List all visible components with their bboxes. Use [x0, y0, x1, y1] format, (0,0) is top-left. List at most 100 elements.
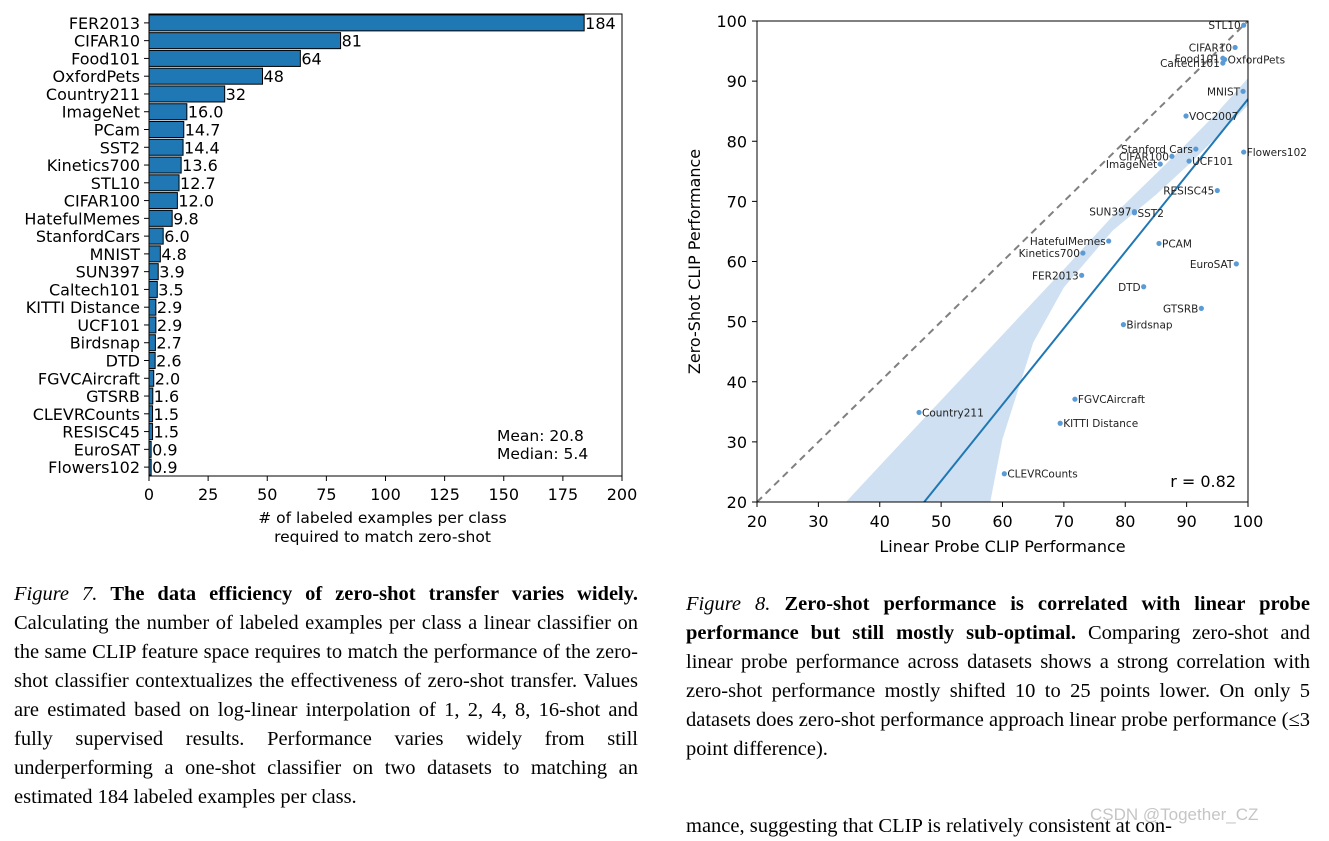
bar-value-label: 1.5	[154, 423, 179, 442]
scatter-point	[1156, 240, 1162, 247]
bar	[148, 280, 158, 298]
scatter-point	[1183, 113, 1189, 119]
point-label: OxfordPets	[1228, 54, 1285, 66]
point-label: SUN397	[1089, 207, 1131, 219]
point-label: FGVCAircraft	[1078, 394, 1145, 406]
figure-8-label: Figure 8.	[686, 593, 771, 615]
bar-value-label: 2.0	[155, 369, 180, 388]
bar	[148, 263, 159, 281]
bar	[148, 103, 188, 121]
point-label: Kinetics700	[1019, 248, 1080, 260]
category-label: MNIST	[90, 245, 141, 264]
bar	[148, 369, 155, 387]
bar-value-label: 2.9	[157, 298, 182, 317]
bar-value-label: 0.9	[152, 458, 177, 477]
watermark: CSDN @Together_CZ	[1090, 805, 1259, 824]
figure-7-body: Calculating the number of labeled exampl…	[14, 612, 638, 808]
confidence-band	[845, 78, 1248, 502]
point-label: Flowers102	[1247, 147, 1307, 159]
point-label: HatefulMemes	[1030, 236, 1106, 248]
y-tick-label: 60	[727, 253, 747, 272]
bar-value-label: 4.8	[161, 245, 186, 264]
y-tick-label: 50	[727, 313, 747, 332]
scatter-point	[1131, 210, 1138, 216]
scatter-point	[1233, 261, 1239, 267]
bar-value-label: 1.5	[154, 405, 179, 424]
scatter-point	[1169, 153, 1175, 159]
point-label: CIFAR10	[1189, 42, 1232, 54]
bar-value-label: 2.6	[156, 352, 181, 371]
x-axis-label-line2: required to match zero-shot	[274, 528, 491, 546]
bar	[148, 32, 342, 50]
scatter-point	[1120, 322, 1127, 328]
scatter-point	[1232, 44, 1238, 51]
bar	[148, 387, 154, 405]
category-label: StanfordCars	[36, 227, 140, 246]
category-label: STL10	[91, 174, 140, 193]
point-label: KITTI Distance	[1063, 418, 1138, 430]
bar-value-label: 6.0	[164, 227, 189, 246]
bar-value-label: 1.6	[154, 387, 179, 406]
bar	[148, 49, 301, 67]
point-label: CLEVRCounts	[1007, 469, 1077, 481]
bar-value-label: 12.7	[180, 174, 216, 193]
point-label: FER2013	[1032, 270, 1079, 282]
bar	[148, 121, 185, 138]
scatter-point	[1157, 161, 1163, 167]
y-tick-label: 90	[727, 72, 747, 91]
point-label: ImageNet	[1106, 159, 1157, 171]
body-text-continuation: mance, suggesting that CLIP is relativel…	[686, 815, 1173, 837]
scatter-point	[1186, 158, 1192, 164]
bar-value-label: 16.0	[188, 103, 224, 122]
category-label: UCF101	[77, 316, 140, 335]
category-label: Birdsnap	[70, 334, 140, 353]
x-tick-label: 200	[607, 485, 638, 504]
x-axis-label: Linear Probe CLIP Performance	[879, 537, 1125, 556]
data-efficiency-bar-chart: 184 FER2013 81 CIFAR10 64 Food101 48 OxfordPets…	[24, 13, 638, 546]
scatter-point	[1198, 305, 1204, 311]
y-tick-label: 30	[727, 433, 747, 452]
bar-value-label: 0.9	[152, 440, 177, 459]
bar-value-label: 14.7	[185, 121, 221, 140]
bar-value-label: 81	[342, 32, 362, 51]
x-tick-label: 70	[1054, 512, 1074, 531]
bar-value-label: 14.4	[184, 138, 220, 157]
bar	[148, 245, 161, 263]
stats-median: Median: 5.4	[497, 445, 588, 463]
category-label: Food101	[71, 49, 140, 68]
x-tick-label: 20	[747, 512, 767, 531]
point-label: GTSRB	[1163, 303, 1198, 315]
bar	[148, 352, 156, 369]
point-label: Birdsnap	[1126, 320, 1172, 332]
stats-mean: Mean: 20.8	[497, 427, 584, 445]
scatter-point	[1220, 60, 1226, 66]
point-label: UCF101	[1192, 156, 1233, 168]
category-label: KITTI Distance	[26, 298, 140, 317]
point-label: Stanford Cars	[1121, 144, 1193, 156]
category-label: RESISC45	[62, 423, 140, 442]
figure-7-label: Figure 7.	[14, 583, 98, 605]
bar	[148, 174, 180, 192]
bar	[148, 298, 157, 316]
bar-value-label: 184	[585, 14, 616, 33]
figure-8-body: Comparing zero-shot and linear probe per…	[686, 622, 1310, 760]
bar-value-label: 64	[301, 49, 321, 68]
bar	[148, 334, 156, 352]
x-tick-label: 100	[370, 485, 401, 504]
category-label: PCam	[94, 121, 140, 140]
bar	[148, 67, 264, 85]
point-label: PCAM	[1162, 238, 1192, 250]
point-label: EuroSAT	[1190, 259, 1234, 271]
x-tick-label: 90	[1176, 512, 1196, 531]
bar	[148, 316, 157, 334]
bar	[148, 405, 154, 423]
scatter-point	[1141, 284, 1147, 290]
figure-7-caption: Figure 7. The data efficiency of zero-sh…	[14, 580, 638, 812]
bar-value-label: 9.8	[173, 209, 198, 228]
x-tick-label: 50	[931, 512, 951, 531]
scatter-point	[916, 409, 922, 416]
point-label: Caltech101	[1160, 58, 1220, 70]
y-tick-label: 40	[727, 373, 747, 392]
bar	[148, 85, 226, 103]
